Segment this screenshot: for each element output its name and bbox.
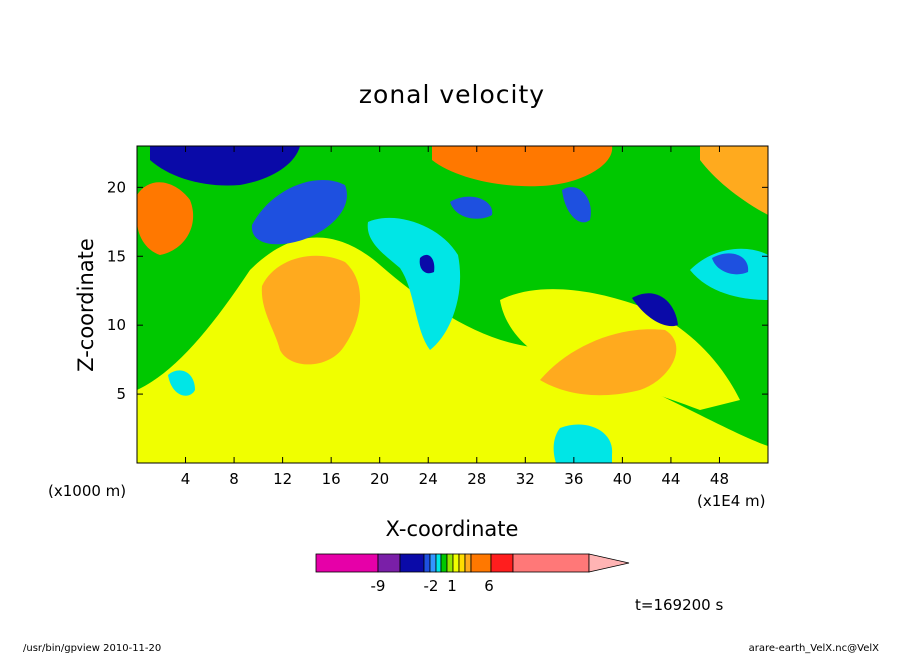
footer-right: arare-earth_VelX.nc@VelX [749, 643, 880, 654]
colorbar-tick-label: 6 [484, 577, 494, 595]
colorbar-swatch [423, 553, 431, 573]
contour-blue-right [562, 187, 591, 223]
x-tick-label: 36 [564, 470, 583, 488]
colorbar-swatch [464, 553, 472, 573]
contour-yellow-topright [700, 146, 768, 215]
chart-title: zonal velocity [359, 80, 545, 109]
plot-frame [136, 145, 769, 464]
contour-orange-top [432, 146, 613, 187]
colorbar [315, 553, 630, 573]
colorbar-swatch [490, 553, 514, 573]
contour-blue-upper-right [450, 196, 493, 219]
contour-blue-topleft [150, 146, 300, 186]
x-tick-label: 32 [516, 470, 535, 488]
colorbar-tick-label: -9 [371, 577, 386, 595]
colorbar-extension-arrow [588, 553, 630, 573]
contour-field [137, 146, 768, 463]
colorbar-swatch [440, 553, 448, 573]
contour-cyan-right [690, 248, 768, 300]
x-unit-right: (x1E4 m) [697, 492, 766, 510]
colorbar-swatch [435, 553, 442, 573]
y-tick-label: 20 [107, 178, 126, 196]
x-unit-left: (x1000 m) [48, 482, 126, 500]
colorbar-swatch [377, 553, 401, 573]
x-axis-label: X-coordinate [386, 517, 519, 541]
colorbar-swatch [512, 553, 590, 573]
y-axis-label: Z-coordinate [74, 238, 98, 372]
contour-yellow-lower [175, 398, 520, 463]
x-tick-label: 16 [322, 470, 341, 488]
contour-orange-center [261, 255, 361, 365]
x-tick-label: 24 [419, 470, 438, 488]
x-tick-label: 48 [710, 470, 729, 488]
contour-cyan-bottom [553, 424, 613, 463]
contour-blue-small [419, 254, 435, 274]
contour-orange-right [540, 329, 677, 396]
y-tick-label: 10 [107, 316, 126, 334]
time-label: t=169200 s [635, 596, 723, 614]
x-tick-label: 40 [613, 470, 632, 488]
y-axis-ticks: 5 10 15 20 [107, 178, 768, 403]
colorbar-tick-label: 1 [447, 577, 457, 595]
x-tick-label: 28 [467, 470, 486, 488]
contour-orange-topleft [137, 182, 194, 255]
colorbar-swatch [446, 553, 454, 573]
y-tick-label: 5 [116, 385, 126, 403]
contour-cyan-center [367, 217, 461, 350]
colorbar-swatch [452, 553, 460, 573]
x-axis-ticks: 4 8 12 16 20 24 28 32 36 40 44 48 [181, 146, 729, 488]
contour-blue-top-right [712, 253, 749, 275]
colorbar-swatch [458, 553, 466, 573]
contour-blue-upper [251, 179, 347, 245]
footer-left: /usr/bin/gpview 2010-11-20 [23, 643, 161, 654]
x-tick-label: 12 [273, 470, 292, 488]
colorbar-swatch [429, 553, 437, 573]
y-tick-label: 15 [107, 247, 126, 265]
colorbar-swatch [399, 553, 425, 573]
contour-blue-lower-right [632, 293, 678, 327]
contour-cyan-left [168, 370, 195, 396]
x-tick-label: 20 [370, 470, 389, 488]
x-tick-label: 44 [661, 470, 680, 488]
colorbar-tick-label: -2 [424, 577, 439, 595]
colorbar-labels: -9 -2 1 6 [371, 577, 494, 595]
colorbar-swatch [315, 553, 379, 573]
x-tick-label: 4 [181, 470, 191, 488]
x-tick-label: 8 [229, 470, 239, 488]
colorbar-swatch [470, 553, 492, 573]
